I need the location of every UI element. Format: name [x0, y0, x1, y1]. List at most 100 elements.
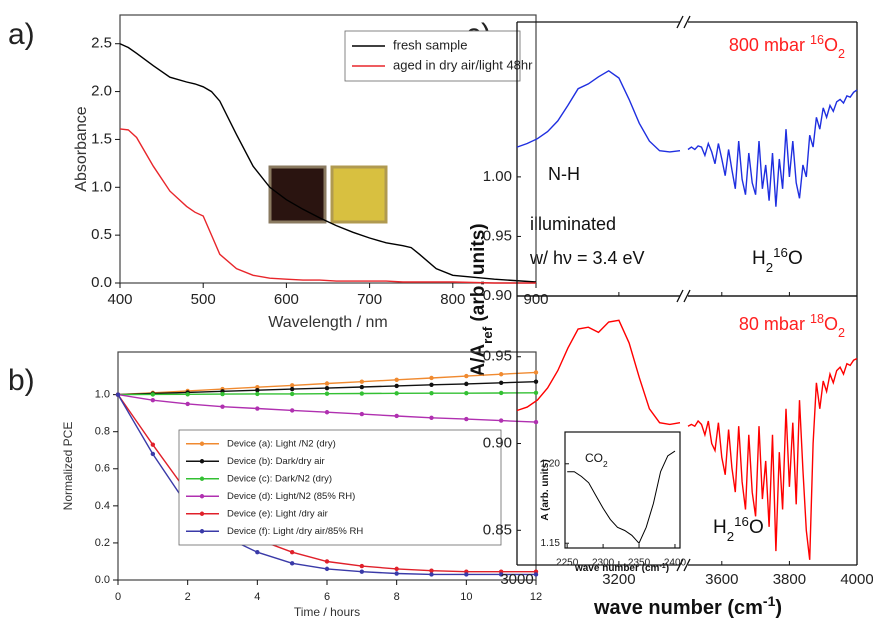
data-point: [429, 390, 434, 396]
break-mark: [683, 289, 691, 303]
data-point: [289, 386, 295, 392]
data-point: [464, 373, 469, 379]
data-point: [289, 391, 295, 397]
data-point: [289, 549, 295, 555]
legend-box: [344, 30, 521, 82]
data-point: [464, 390, 469, 396]
label-part: ref: [480, 326, 495, 344]
data-point: [359, 411, 365, 417]
legend-marker: [199, 459, 205, 464]
annotation-part: 2: [603, 459, 608, 469]
annotation: illuminated: [530, 214, 616, 234]
annotation-part: 2: [838, 326, 845, 340]
x-tick-label: 2400: [664, 558, 687, 569]
data-point: [498, 390, 504, 396]
label-part: (arb. units): [468, 223, 489, 326]
data-point: [324, 381, 330, 386]
data-point: [464, 381, 469, 387]
data-point: [255, 387, 260, 393]
data-point: [533, 390, 539, 395]
x-tick-label: 800: [440, 291, 465, 308]
legend-marker: [199, 511, 205, 516]
label-part: wave number (cm: [593, 597, 763, 619]
data-point: [185, 401, 190, 407]
y-tick-label: 1.00: [483, 168, 512, 185]
x-tick-label: 0: [115, 591, 121, 603]
label-part: wave number (cm: [574, 563, 660, 574]
y-tick-label: 1.0: [95, 389, 110, 401]
data-line: [516, 69, 681, 153]
y-axis-label: Normalized PCE: [61, 422, 75, 511]
x-tick-label: 900: [523, 291, 548, 308]
label-part: ): [666, 563, 669, 574]
data-point: [324, 385, 330, 391]
x-tick-label: 3600: [705, 571, 738, 588]
data-line: [119, 128, 536, 284]
panel-label: b): [8, 364, 35, 397]
legend-box: [178, 429, 502, 546]
annotation-part: O: [824, 314, 838, 334]
data-point: [464, 416, 469, 422]
y-axis-label: A/Aref (arb. units): [468, 223, 495, 376]
y-tick-label: 0.95: [483, 348, 512, 365]
annotation-part: 800 mbar: [729, 35, 810, 55]
label-part: -1: [659, 563, 665, 570]
legend-marker: [199, 476, 205, 481]
data-point: [498, 380, 504, 385]
data-line: [119, 43, 537, 283]
annotation-part: H: [713, 517, 727, 538]
x-axis-label: wave number (cm-1): [593, 593, 782, 619]
data-point: [150, 392, 156, 397]
data-point: [324, 566, 330, 572]
data-point: [429, 568, 434, 573]
x-tick-label: 400: [107, 291, 132, 308]
x-tick-label: 700: [357, 291, 382, 308]
data-point: [255, 391, 260, 397]
data-point: [289, 383, 295, 388]
y-tick-label: 0.4: [95, 500, 110, 512]
data-point: [115, 392, 121, 397]
x-tick-label: 3000: [500, 571, 533, 588]
break-mark: [683, 15, 691, 29]
data-point: [429, 382, 434, 388]
data-point: [394, 377, 399, 383]
data-point: [255, 406, 260, 411]
data-line: [687, 357, 858, 560]
y-tick-label: 0.0: [91, 274, 112, 291]
data-point: [498, 572, 504, 577]
legend-label: Device (f): Light /dry air/85% RH: [227, 526, 363, 537]
x-tick-label: 10: [460, 591, 472, 603]
legend-label: fresh sample: [393, 37, 467, 52]
annotation-part: 16: [810, 33, 824, 47]
annotation: w/ hν = 3.4 eV: [529, 248, 645, 268]
x-tick-label: 3200: [602, 571, 635, 588]
inset-y-label: A (arb. units): [540, 459, 551, 520]
data-point: [394, 383, 399, 389]
data-point: [324, 410, 330, 415]
y-tick-label: 0.95: [483, 227, 512, 244]
annotation: 80 mbar 18O2: [739, 312, 845, 340]
legend-marker: [199, 529, 205, 534]
y-tick-label: 0.6: [95, 463, 110, 475]
y-tick-label: 0.90: [483, 287, 512, 304]
x-tick-label: 500: [191, 291, 216, 308]
label-part: ): [775, 597, 782, 619]
y-tick-label: 0.2: [95, 537, 110, 549]
y-tick-label: 1.0: [91, 178, 112, 195]
annotation-part: 18: [810, 312, 824, 326]
data-point: [533, 419, 539, 425]
annotation-part: 80 mbar: [739, 314, 810, 334]
annotation: N-H: [548, 164, 580, 184]
x-tick-label: 12: [530, 591, 542, 603]
data-point: [324, 559, 330, 564]
annotation: 800 mbar 16O2: [729, 33, 845, 61]
data-point: [359, 569, 365, 574]
data-point: [498, 372, 504, 377]
annotation: CO2: [585, 451, 608, 469]
x-tick-label: 2300: [592, 558, 615, 569]
data-point: [359, 391, 365, 396]
panel-label: a): [8, 18, 35, 51]
inset-background: [565, 432, 680, 548]
y-tick-label: 1.20: [541, 458, 561, 469]
annotation-part: 16: [734, 514, 749, 529]
